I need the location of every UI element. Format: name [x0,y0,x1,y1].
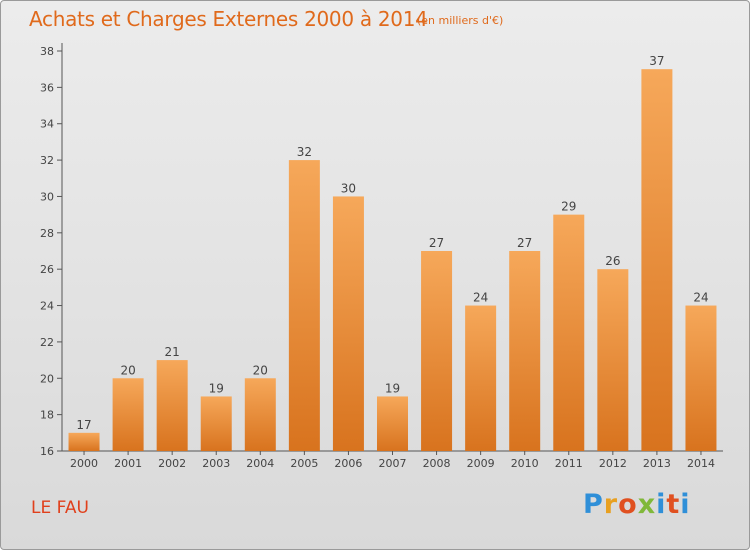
value-label: 37 [649,54,664,68]
value-label: 29 [561,200,576,214]
bar [465,305,497,451]
y-tick-label: 18 [40,409,54,422]
bar-chart: 16 18 20 22 24 26 28 30 32 34 36 38 2000 2001 2002 2003… [40,43,723,470]
y-tick-label: 20 [40,372,54,385]
value-label: 17 [76,418,91,432]
y-tick-label: 32 [40,154,54,167]
bar [332,196,364,451]
value-label: 21 [165,345,180,359]
value-label: 27 [517,236,532,250]
x-tick-label: 2004 [246,457,274,470]
bar [200,396,232,451]
value-label: 27 [429,236,444,250]
chart-subtitle: (en milliers d'€) [417,14,504,27]
bar [509,251,541,451]
axes: 16 18 20 22 24 26 28 30 32 34 36 38 2000 2001 2002 2003… [40,43,723,470]
x-tick-label: 2003 [202,457,230,470]
x-tick-label: 2011 [555,457,583,470]
value-label: 26 [605,254,620,268]
y-tick-label: 30 [40,190,54,203]
value-label: 20 [253,363,268,377]
y-tick-label: 28 [40,227,54,240]
value-label: 24 [473,291,488,305]
bar [597,269,629,451]
y-tick-label: 36 [40,81,54,94]
bar [112,378,144,451]
proxiti-logo[interactable]: Proxiti [583,489,691,520]
bar [685,305,717,451]
bar [641,69,673,451]
value-label: 30 [341,181,356,195]
x-tick-label: 2007 [379,457,407,470]
x-tick-label: 2009 [467,457,495,470]
y-tick-label: 34 [40,118,54,131]
x-tick-label: 2010 [511,457,539,470]
bars [68,69,717,451]
bar [244,378,276,451]
x-tick-label: 2014 [687,457,715,470]
y-tick-label: 22 [40,336,54,349]
y-tick-label: 24 [40,300,54,313]
x-tick-label: 2008 [423,457,451,470]
value-label: 24 [693,291,708,305]
y-tick-label: 26 [40,263,54,276]
bar [421,251,453,451]
value-label: 20 [120,363,135,377]
bar [156,360,188,451]
value-label: 19 [385,381,400,395]
value-label: 19 [209,381,224,395]
y-tick-label: 16 [40,445,54,458]
x-tick-label: 2013 [643,457,671,470]
location-label: LE FAU [31,498,89,518]
x-tick-label: 2001 [114,457,142,470]
data-labels: 17 20 21 19 20 32 30 19 27 24 27 29 26 37 24 [76,54,708,432]
value-label: 32 [297,145,312,159]
bar [68,432,100,451]
x-tick-label: 2002 [158,457,186,470]
x-tick-label: 2000 [70,457,98,470]
x-tick-label: 2012 [599,457,627,470]
x-tick-label: 2005 [290,457,318,470]
bar [553,214,585,451]
bar [377,396,408,451]
bar [288,160,320,451]
x-tick-label: 2006 [334,457,362,470]
y-tick-label: 38 [40,45,54,58]
chart-title: Achats et Charges Externes 2000 à 2014 [29,7,428,31]
